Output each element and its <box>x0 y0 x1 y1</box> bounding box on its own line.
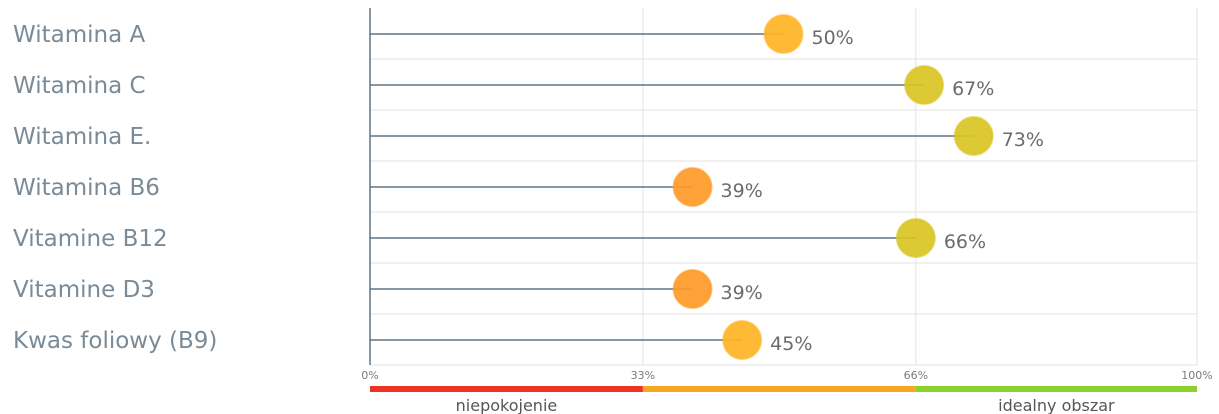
category-label: Witamina B6 <box>13 175 160 201</box>
chart-rows: Witamina A 50% Witamina C 67% Witamina E. 73%… <box>13 14 1044 360</box>
lollipop-dot <box>763 14 804 54</box>
category-label: Vitamine D3 <box>13 277 155 303</box>
zone-segment <box>642 386 916 392</box>
category-label: Vitamine B12 <box>13 226 168 252</box>
zone-bar <box>370 386 1197 392</box>
lollipop-dot <box>904 65 945 105</box>
value-label: 39% <box>721 180 763 202</box>
zone-segment <box>915 386 1197 392</box>
x-axis-ticks: 0% 33% 66% 100% <box>361 369 1212 382</box>
x-tick-label: 0% <box>361 369 378 382</box>
zone-label: idealny obszar <box>998 396 1115 414</box>
value-label: 67% <box>952 78 994 100</box>
value-label: 39% <box>721 282 763 304</box>
lollipop-dot <box>895 218 936 258</box>
value-label: 45% <box>770 333 812 355</box>
category-label: Witamina E. <box>13 124 151 150</box>
zone-label: niepokojenie <box>456 396 558 414</box>
value-label: 73% <box>1002 129 1044 151</box>
lollipop-dot <box>672 167 713 207</box>
lollipop-dot <box>722 320 763 360</box>
value-label: 66% <box>944 231 986 253</box>
zone-segment <box>370 386 643 392</box>
category-label: Kwas foliowy (B9) <box>13 328 217 354</box>
category-label: Witamina C <box>13 73 146 99</box>
x-tick-label: 33% <box>631 369 655 382</box>
grid-lines <box>370 8 1198 366</box>
lollipop-dot <box>953 116 994 156</box>
zone-labels: niepokojenie idealny obszar <box>456 396 1115 414</box>
lollipop-dot <box>672 269 713 309</box>
value-label: 50% <box>812 27 854 49</box>
x-tick-label: 66% <box>904 369 928 382</box>
x-tick-label: 100% <box>1181 369 1212 382</box>
category-label: Witamina A <box>13 22 146 48</box>
